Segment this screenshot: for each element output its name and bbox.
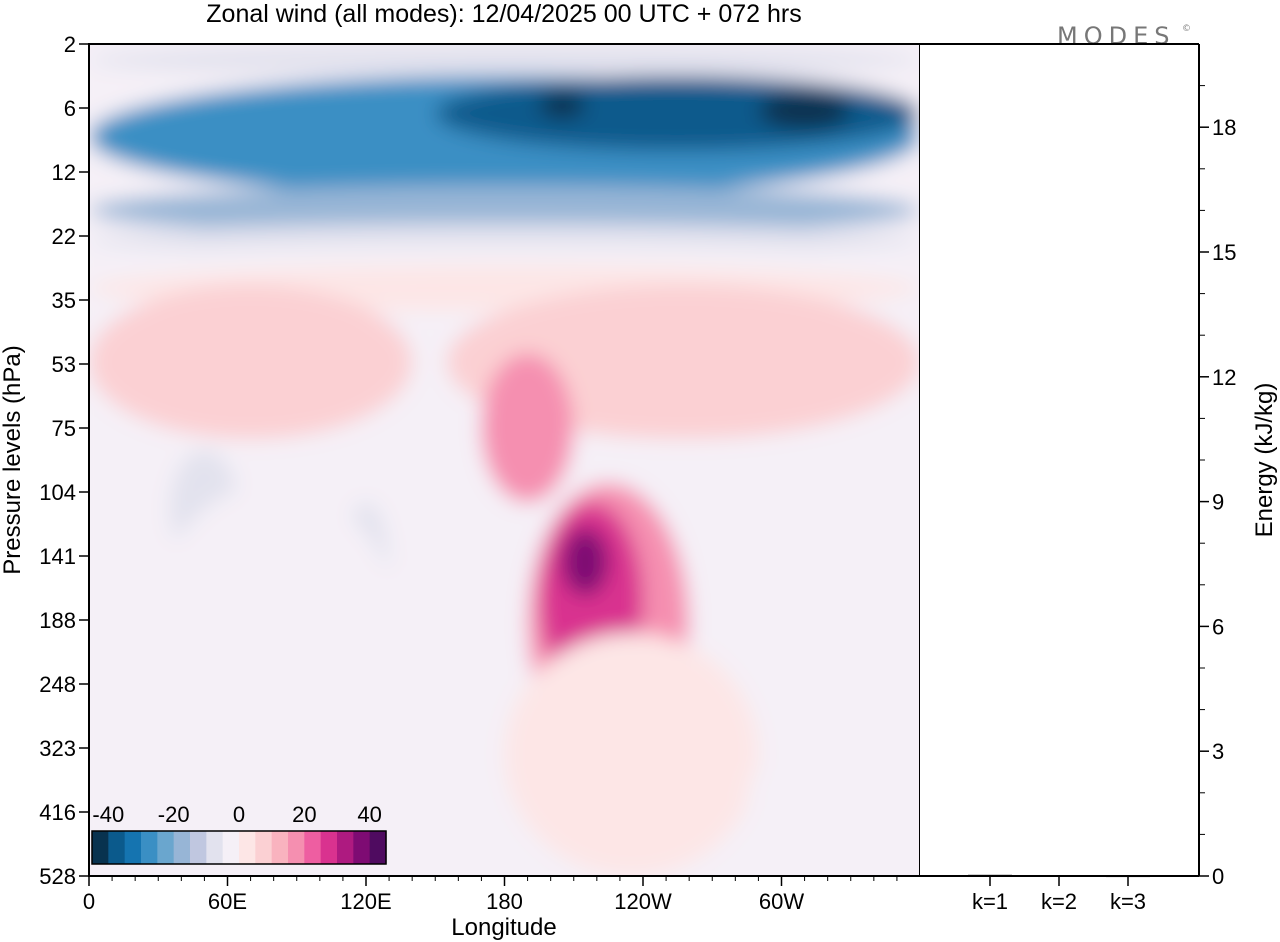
x-tick-label: 120W [614,889,672,914]
energy-category-label: k=3 [1110,889,1146,914]
colorbar-cell [304,831,322,864]
contour-region [89,285,413,440]
colorbar-cell [173,831,191,864]
y-tick-label: 248 [39,672,76,697]
colorbar-cell [108,831,126,864]
energy-tick-label: 6 [1212,614,1224,639]
y-tick-label: 188 [39,608,76,633]
colorbar-cell [157,831,175,864]
y-tick-label: 323 [39,736,76,761]
colorbar-cell [239,831,256,864]
energy-bars: k=1 k=2 k=3 [968,874,1150,914]
colorbar-cell [206,831,224,864]
x-tick-label: 0 [83,889,95,914]
colorbar-label: -40 [92,802,124,827]
x-tick-label: 60W [759,889,804,914]
energy-category-label: k=1 [972,889,1008,914]
brand-logo-mark: © [1182,24,1197,34]
energy-tick-label: 9 [1212,490,1224,515]
energy-category-label: k=2 [1041,889,1077,914]
wind-field-contours [89,44,920,876]
x-tick-label: 120E [340,889,391,914]
colorbar-cell [353,831,371,864]
colorbar-cell [124,831,142,864]
colorbar-cell [337,831,354,864]
energy-tick-label: 12 [1212,365,1236,390]
energy-tick-label: 3 [1212,739,1224,764]
colorbar-cell [255,831,273,864]
energy-tick-label: 18 [1212,115,1236,140]
energy-axis-label: Energy (kJ/kg) [1251,383,1278,538]
colorbar-label: 20 [292,802,316,827]
colorbar-cell [320,831,338,864]
colorbar-cell [190,831,207,864]
x-tick-label: 60E [208,889,247,914]
y-tick-label: 75 [52,416,76,441]
chart-title: Zonal wind (all modes): 12/04/2025 00 UT… [206,0,801,28]
y-tick-label: 6 [64,96,76,121]
contour-region [539,92,586,119]
y-tick-label: 2 [64,32,76,57]
y-tick-label: 35 [52,288,76,313]
contour-region [481,353,574,503]
y-axis-label: Pressure levels (hPa) [0,345,26,574]
x-axis-label: Longitude [451,914,556,941]
contour-region [89,245,920,276]
contour-region [89,223,920,256]
x-tick-label: 180 [486,889,523,914]
colorbar-cell [288,831,305,864]
contour-region [746,728,920,876]
colorbar-label: 0 [233,802,245,827]
colorbar-labels: -40 -20 0 20 40 [92,802,381,827]
colorbar-label: -20 [158,802,190,827]
y-tick-label: 416 [39,800,76,825]
wind-field-panel: 0 60E 120E 180 120W 60W 2 6 12 22 35 53 75 104 141 188… [39,32,921,914]
colorbar-cells [92,831,387,864]
y-tick-label: 12 [52,160,76,185]
y-tick-label: 53 [52,352,76,377]
contour-region [89,184,920,236]
y-tick-label: 141 [39,544,76,569]
y-tick-label: 104 [39,480,76,505]
colorbar-cell [271,831,289,864]
energy-tick-label: 15 [1212,240,1236,265]
energy-tick-label: 0 [1212,864,1224,889]
colorbar-cell [92,831,109,864]
y-tick-label: 22 [52,224,76,249]
colorbar-cell [222,831,240,864]
energy-background [920,44,1199,876]
y-axis: 2 6 12 22 35 53 75 104 141 188 248 323 416 528 [39,32,89,889]
contour-region [562,528,609,596]
colorbar-frame [91,830,387,865]
x-axis: 0 60E 120E 180 120W 60W [83,876,898,914]
colorbar-cell [369,831,387,864]
y-tick-label: 528 [39,864,76,889]
energy-axis: 0 3 6 9 12 15 18 [1199,85,1236,889]
colorbar-label: 40 [357,802,381,827]
contour-region [758,92,851,130]
energy-panel: k=1 k=2 k=3 0 3 6 9 12 15 18 [920,43,1236,914]
colorbar: -40 -20 0 20 40 [91,802,387,865]
contour-region [504,632,759,876]
colorbar-cell [141,831,158,864]
contour-region [135,483,413,876]
contour-region [89,44,920,76]
